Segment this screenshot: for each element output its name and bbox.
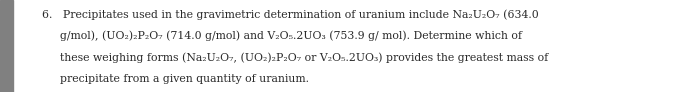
Text: g/mol), (UO₂)₂P₂O₇ (714.0 g/mol) and V₂O₅.2UO₃ (753.9 g/ mol). Determine which o: g/mol), (UO₂)₂P₂O₇ (714.0 g/mol) and V₂O…	[60, 31, 522, 41]
Text: these weighing forms (Na₂U₂O₇, (UO₂)₂P₂O₇ or V₂O₅.2UO₃) provides the greatest ma: these weighing forms (Na₂U₂O₇, (UO₂)₂P₂O…	[60, 52, 547, 63]
Bar	[0, 0, 13, 92]
Text: precipitate from a given quantity of uranium.: precipitate from a given quantity of ura…	[60, 74, 309, 84]
Text: 6.   Precipitates used in the gravimetric determination of uranium include Na₂U₂: 6. Precipitates used in the gravimetric …	[42, 9, 539, 20]
